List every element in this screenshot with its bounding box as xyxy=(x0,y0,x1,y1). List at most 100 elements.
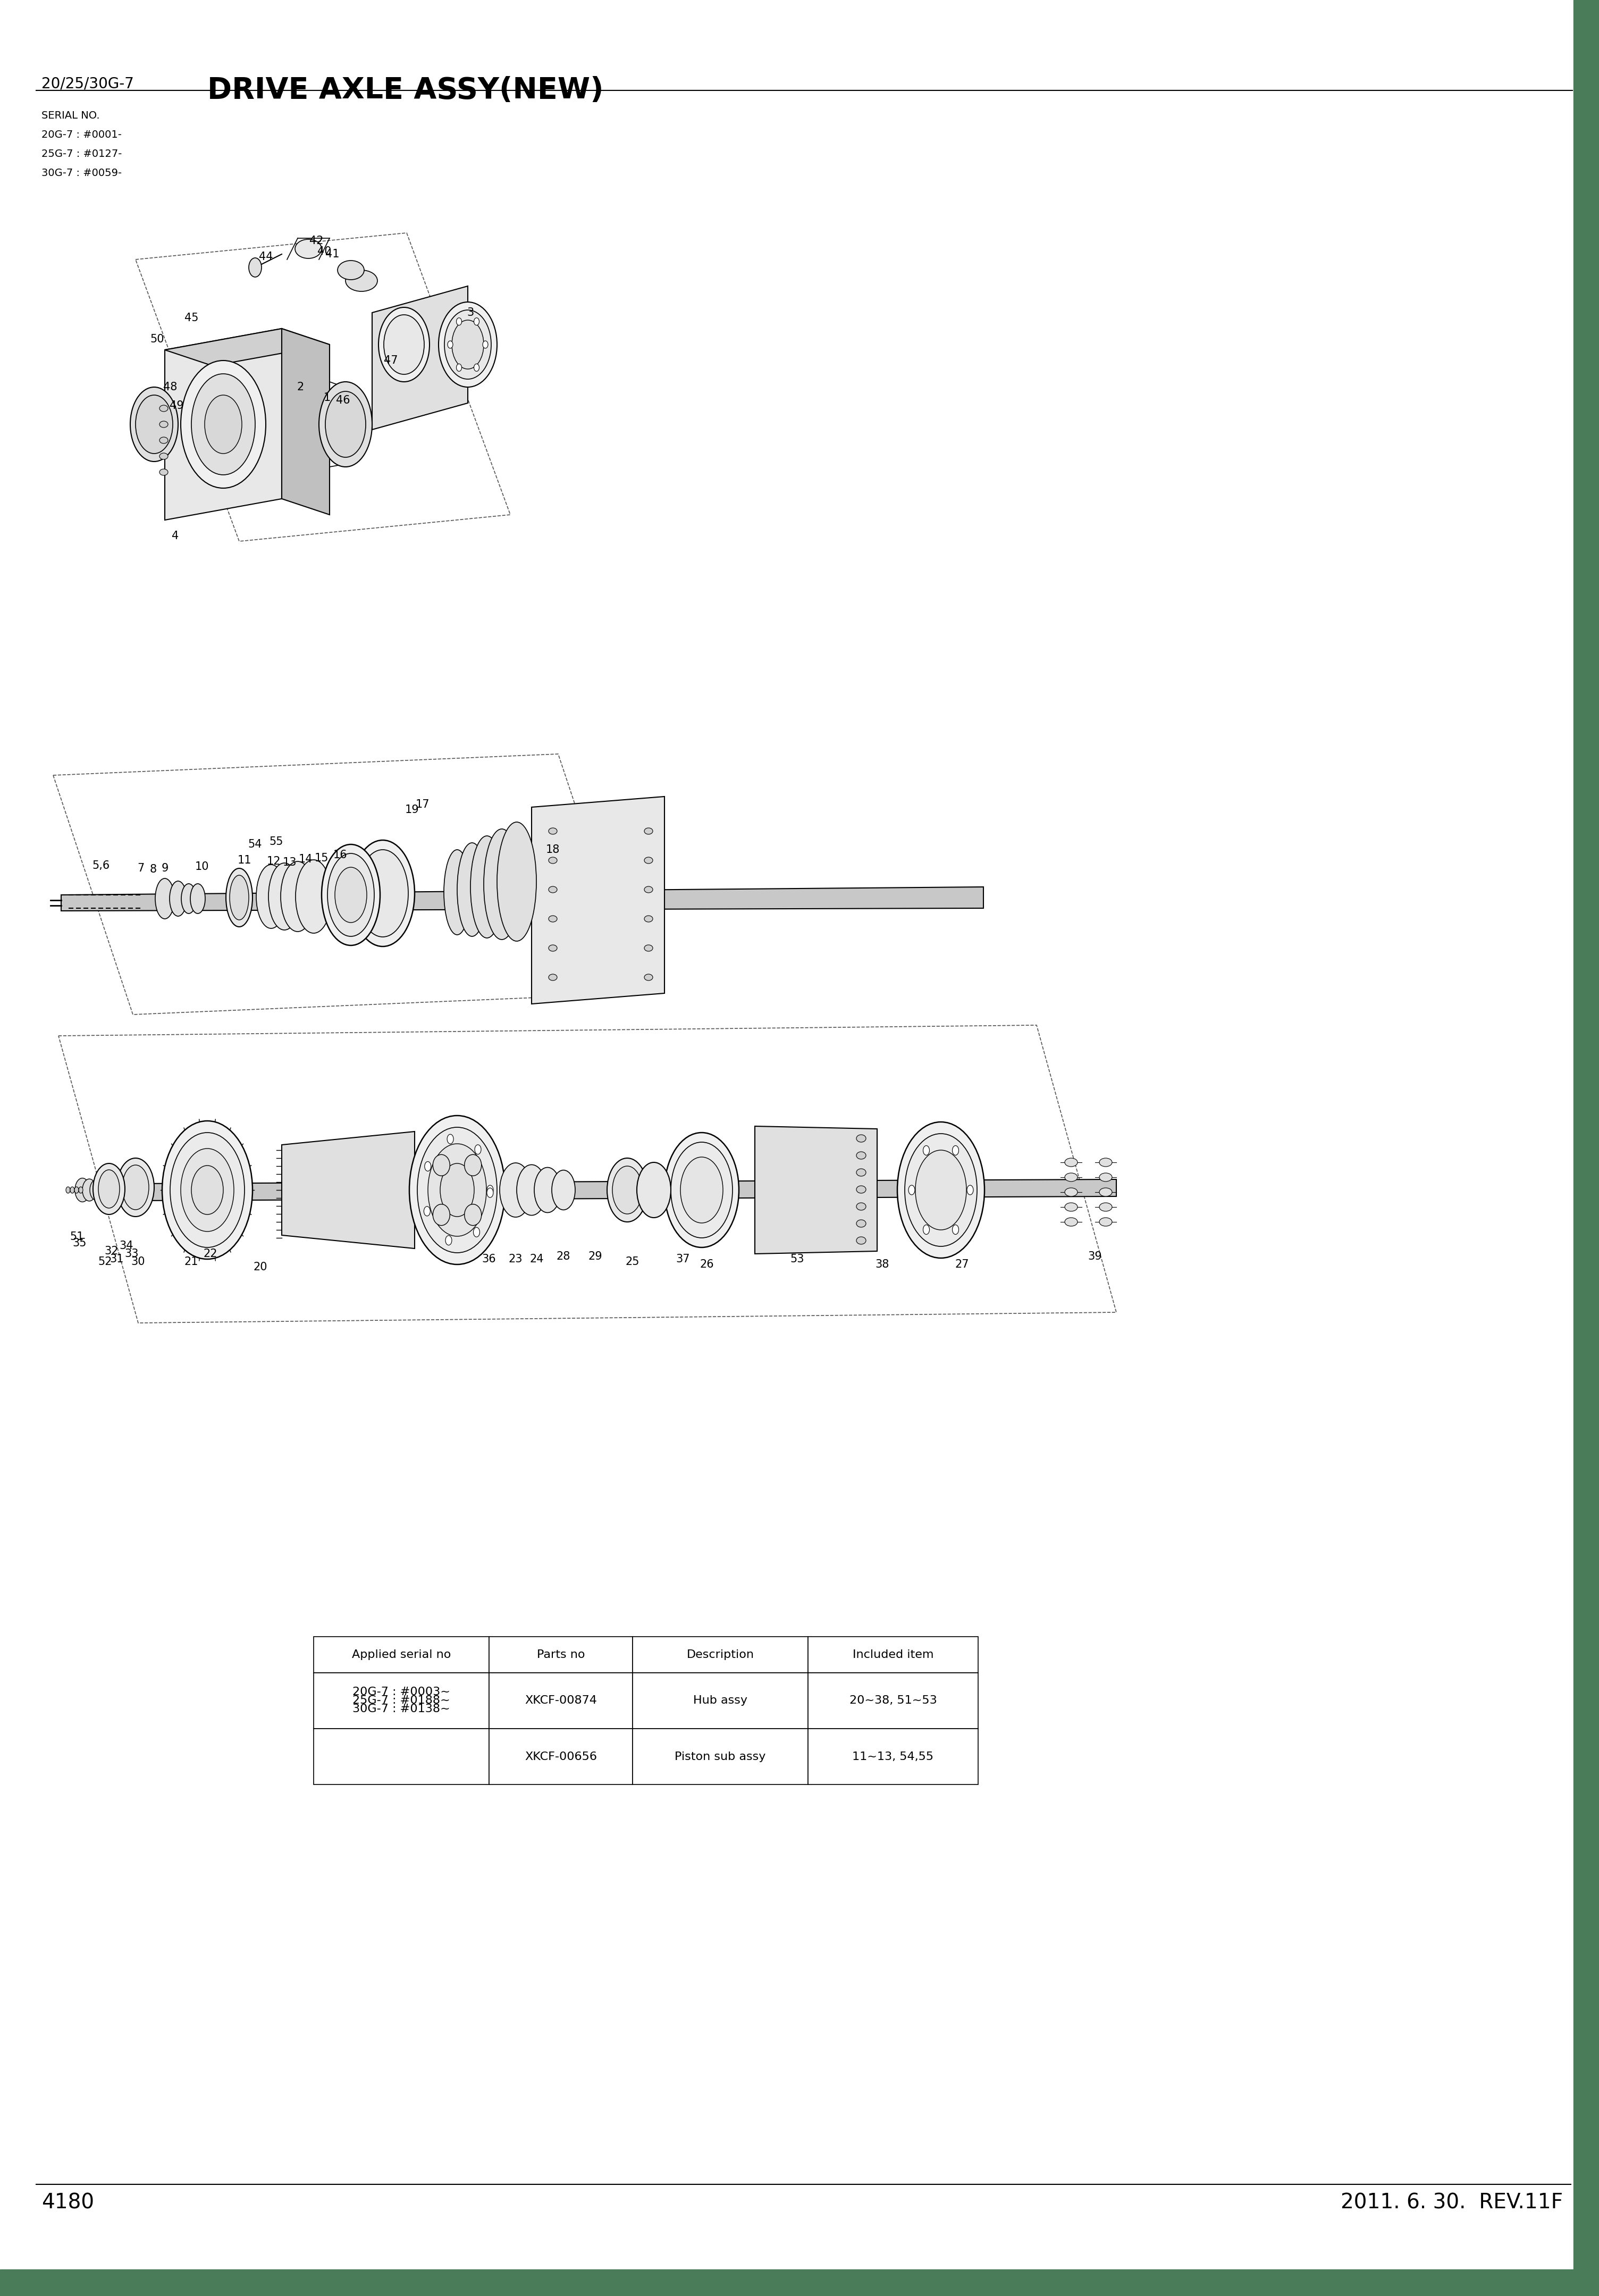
Text: 19: 19 xyxy=(405,804,419,815)
Polygon shape xyxy=(373,287,469,429)
Text: Piston sub assy: Piston sub assy xyxy=(675,1752,766,1761)
Ellipse shape xyxy=(357,850,408,937)
Ellipse shape xyxy=(448,1134,454,1143)
Ellipse shape xyxy=(612,1166,643,1215)
Ellipse shape xyxy=(190,884,205,914)
Ellipse shape xyxy=(908,1185,915,1194)
Ellipse shape xyxy=(325,390,366,457)
Ellipse shape xyxy=(516,1164,547,1215)
Ellipse shape xyxy=(548,829,556,833)
Text: 12: 12 xyxy=(267,856,281,866)
Ellipse shape xyxy=(915,1150,966,1231)
Ellipse shape xyxy=(446,1235,453,1244)
Ellipse shape xyxy=(923,1146,929,1155)
Ellipse shape xyxy=(953,1224,959,1235)
Ellipse shape xyxy=(456,317,462,326)
Polygon shape xyxy=(281,328,329,514)
Text: 32: 32 xyxy=(104,1247,118,1256)
Text: XKCF-00656: XKCF-00656 xyxy=(524,1752,596,1761)
Ellipse shape xyxy=(548,946,556,951)
Text: 21: 21 xyxy=(184,1256,198,1267)
Ellipse shape xyxy=(548,856,556,863)
Ellipse shape xyxy=(857,1238,867,1244)
Text: Description: Description xyxy=(686,1649,755,1660)
Ellipse shape xyxy=(345,271,377,292)
Ellipse shape xyxy=(1065,1173,1078,1182)
Ellipse shape xyxy=(483,340,488,349)
Bar xyxy=(313,1729,489,1784)
Ellipse shape xyxy=(636,1162,672,1217)
Ellipse shape xyxy=(249,257,262,278)
Ellipse shape xyxy=(433,1203,449,1226)
Text: 4: 4 xyxy=(173,530,179,542)
Bar xyxy=(633,1729,807,1784)
Ellipse shape xyxy=(75,1178,90,1201)
Ellipse shape xyxy=(104,1182,115,1199)
Text: SERIAL NO.: SERIAL NO. xyxy=(42,110,99,122)
Ellipse shape xyxy=(384,315,424,374)
Ellipse shape xyxy=(857,1134,867,1141)
Text: 14: 14 xyxy=(299,854,313,866)
Ellipse shape xyxy=(857,1219,867,1228)
Polygon shape xyxy=(61,886,983,912)
Text: 44: 44 xyxy=(259,253,273,262)
Text: 1: 1 xyxy=(323,393,331,404)
Bar xyxy=(633,1637,807,1674)
Ellipse shape xyxy=(78,1187,83,1194)
Ellipse shape xyxy=(424,1205,430,1217)
Ellipse shape xyxy=(456,363,462,372)
Ellipse shape xyxy=(608,1157,648,1221)
Polygon shape xyxy=(165,328,329,365)
Text: 30G-7 : #0059-: 30G-7 : #0059- xyxy=(42,168,122,179)
Ellipse shape xyxy=(1065,1157,1078,1166)
Text: 48: 48 xyxy=(163,381,177,393)
Ellipse shape xyxy=(473,1228,480,1238)
Ellipse shape xyxy=(445,850,470,934)
Ellipse shape xyxy=(321,845,381,946)
Text: 20~38, 51~53: 20~38, 51~53 xyxy=(849,1694,937,1706)
Ellipse shape xyxy=(1065,1217,1078,1226)
Ellipse shape xyxy=(644,974,652,980)
Text: 55: 55 xyxy=(269,836,283,847)
Ellipse shape xyxy=(230,875,249,921)
Ellipse shape xyxy=(644,829,652,833)
Text: 37: 37 xyxy=(676,1254,691,1265)
Text: 46: 46 xyxy=(336,395,350,406)
Polygon shape xyxy=(165,328,281,519)
Ellipse shape xyxy=(83,1178,96,1201)
Polygon shape xyxy=(281,1132,414,1249)
Ellipse shape xyxy=(417,1127,497,1254)
Ellipse shape xyxy=(1100,1157,1111,1166)
Ellipse shape xyxy=(155,879,174,918)
Ellipse shape xyxy=(409,1116,505,1265)
Ellipse shape xyxy=(296,239,321,259)
Text: 42: 42 xyxy=(309,236,323,246)
Text: 22: 22 xyxy=(203,1249,217,1258)
Text: 18: 18 xyxy=(545,845,560,854)
Ellipse shape xyxy=(256,866,286,928)
Ellipse shape xyxy=(192,1166,224,1215)
Ellipse shape xyxy=(665,1132,739,1247)
Ellipse shape xyxy=(497,822,536,941)
Ellipse shape xyxy=(181,360,265,489)
Ellipse shape xyxy=(90,1180,102,1201)
Ellipse shape xyxy=(429,1143,486,1235)
Text: 25G-7 : #0127-: 25G-7 : #0127- xyxy=(42,149,122,158)
Ellipse shape xyxy=(440,1164,475,1217)
Ellipse shape xyxy=(1100,1203,1111,1212)
Ellipse shape xyxy=(464,1203,481,1226)
Text: Included item: Included item xyxy=(852,1649,934,1660)
Bar xyxy=(0,2268,1599,2296)
Ellipse shape xyxy=(644,916,652,923)
Ellipse shape xyxy=(66,1187,70,1194)
Ellipse shape xyxy=(464,1155,481,1176)
Text: 53: 53 xyxy=(790,1254,804,1265)
Ellipse shape xyxy=(499,1162,531,1217)
Ellipse shape xyxy=(160,436,168,443)
Text: 39: 39 xyxy=(1087,1251,1102,1263)
Ellipse shape xyxy=(486,1187,492,1199)
Ellipse shape xyxy=(160,404,168,411)
Text: 28: 28 xyxy=(556,1251,571,1263)
Bar xyxy=(1573,0,1599,2296)
Text: 54: 54 xyxy=(248,838,262,850)
